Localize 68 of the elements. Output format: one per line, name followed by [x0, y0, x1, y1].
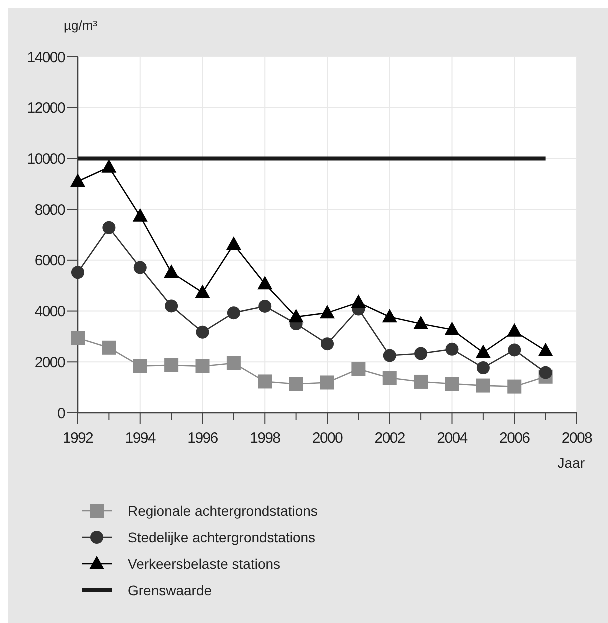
x-axis-title: Jaar: [558, 455, 586, 471]
point: [165, 300, 178, 313]
point: [352, 362, 366, 376]
x-tick-label: 2002: [374, 430, 406, 447]
point: [258, 300, 272, 313]
y-tick-label: 12000: [27, 100, 66, 118]
y-tick-label: 8000: [34, 202, 66, 219]
point: [351, 294, 366, 308]
legend-label: Grenswaarde: [128, 582, 212, 598]
x-tick-label: 2008: [562, 430, 593, 447]
point: [196, 359, 210, 374]
point: [539, 366, 552, 380]
point: [133, 359, 148, 374]
point: [320, 376, 334, 390]
y-tick-label: 0: [57, 405, 66, 422]
point: [288, 309, 304, 323]
point: [320, 305, 335, 319]
x-tick-label: 2004: [437, 430, 468, 447]
point: [134, 261, 147, 274]
point: [227, 306, 240, 320]
point: [383, 349, 396, 362]
point: [258, 276, 273, 290]
y-tick-label: 2000: [34, 354, 66, 372]
point: [226, 236, 242, 250]
point: [476, 361, 490, 374]
legend-label: Stedelijke achtergrondstations: [128, 529, 316, 546]
x-tick-label: 1992: [62, 430, 94, 447]
point: [508, 380, 522, 394]
y-tick-label: 14000: [27, 49, 66, 66]
point: [164, 358, 179, 372]
point: [132, 208, 148, 222]
y-tick-label: 6000: [34, 252, 66, 270]
x-tick-label: 1994: [125, 430, 156, 447]
point: [102, 340, 116, 355]
point: [476, 378, 490, 393]
point: [382, 309, 398, 323]
point: [414, 347, 428, 360]
point: [476, 344, 491, 358]
point: [508, 344, 522, 357]
point: [70, 174, 86, 188]
x-tick-label: 2006: [500, 430, 530, 447]
legend-label: Verkeersbelaste stations: [128, 556, 281, 572]
point: [102, 221, 116, 234]
y-tick-label: 10000: [27, 150, 66, 168]
point: [321, 338, 334, 351]
point: [382, 371, 397, 386]
point: [196, 326, 210, 339]
point: [71, 331, 85, 346]
point: [102, 159, 117, 173]
point: [446, 342, 459, 356]
x-tick-label: 2000: [312, 430, 344, 447]
legend-label: Regionale achtergrondstations: [128, 502, 318, 519]
point: [414, 316, 429, 330]
y-tick-label: 4000: [34, 304, 66, 321]
point: [164, 264, 180, 278]
point: [538, 342, 554, 356]
point: [445, 377, 460, 392]
x-tick-label: 1996: [188, 430, 218, 447]
point: [414, 374, 428, 389]
point: [258, 374, 272, 389]
point: [507, 323, 522, 337]
point: [289, 377, 304, 392]
point: [72, 266, 84, 280]
point: [444, 322, 460, 336]
y-axis-title: µg/m³: [64, 18, 98, 33]
point: [195, 284, 210, 298]
x-tick-label: 1998: [250, 430, 281, 447]
point: [226, 356, 241, 370]
